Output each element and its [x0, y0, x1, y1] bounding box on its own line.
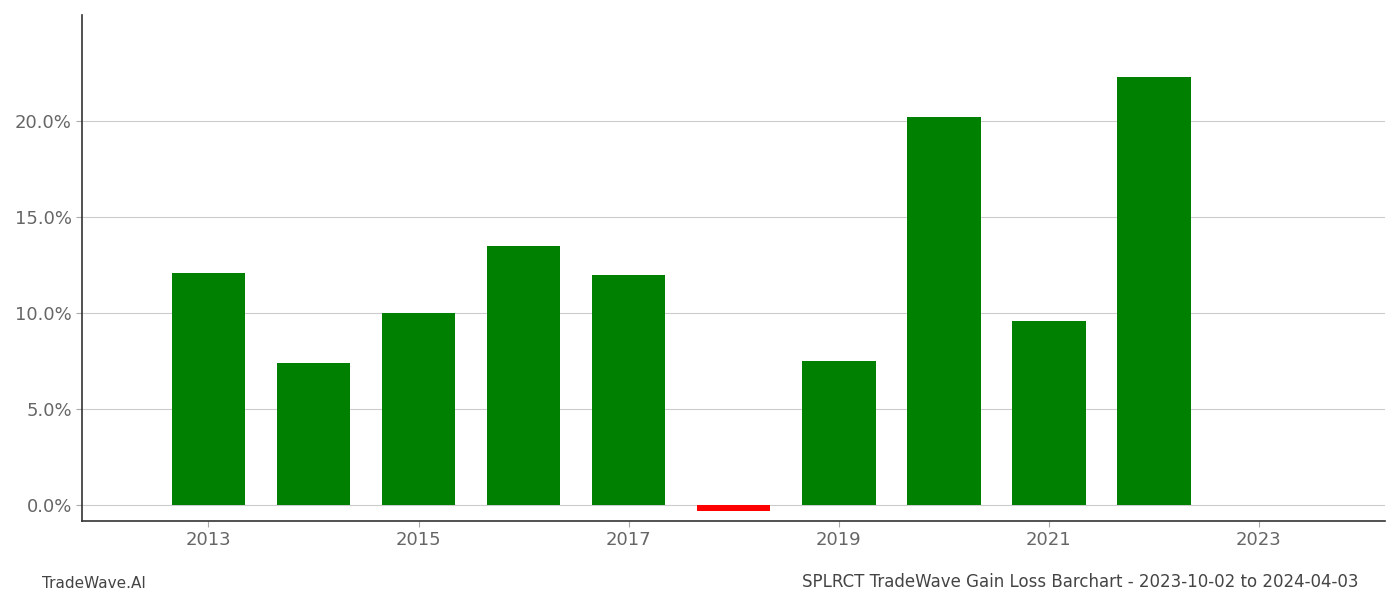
Text: TradeWave.AI: TradeWave.AI	[42, 576, 146, 591]
Bar	[382, 313, 455, 505]
Bar	[172, 272, 245, 505]
Bar	[1012, 320, 1085, 505]
Bar	[907, 117, 980, 505]
Text: SPLRCT TradeWave Gain Loss Barchart - 2023-10-02 to 2024-04-03: SPLRCT TradeWave Gain Loss Barchart - 20…	[801, 573, 1358, 591]
Bar	[277, 363, 350, 505]
Bar	[802, 361, 875, 505]
Bar	[487, 245, 560, 505]
Bar	[592, 275, 665, 505]
Bar	[1117, 77, 1190, 505]
Bar	[697, 505, 770, 511]
